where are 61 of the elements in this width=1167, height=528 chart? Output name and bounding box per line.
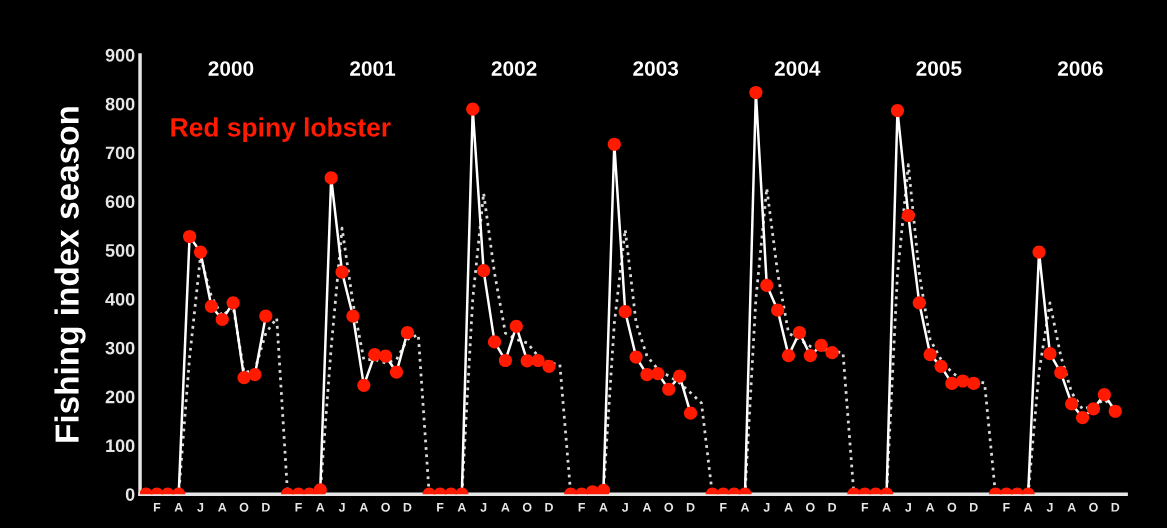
x-tick-label: D (545, 503, 553, 512)
annotation: 2000 (208, 61, 254, 76)
x-tick-label: A (1067, 503, 1076, 512)
x-tick-label: O (664, 502, 674, 512)
x-tick-label: F (720, 503, 727, 512)
x-tick-label: J (338, 503, 345, 512)
x-tick-label: F (153, 503, 161, 512)
annotation: 2006 (1057, 61, 1103, 76)
y-tick-label: 100 (106, 439, 135, 453)
x-tick-label: D (970, 503, 978, 512)
x-tick-label: D (262, 503, 270, 512)
annotation: 2003 (633, 61, 679, 76)
x-tick-label: F (295, 503, 302, 512)
x-tick-label: A (925, 503, 935, 512)
x-tick-label: O (381, 502, 390, 512)
x-tick-label: A (740, 503, 750, 512)
x-tick-label: J (905, 503, 911, 512)
y-tick-label: 400 (105, 292, 135, 306)
x-tick-label: J (197, 503, 204, 512)
x-tick-label: A (174, 503, 183, 512)
y-tick-label: 200 (105, 390, 135, 404)
x-tick-label: A (882, 503, 891, 512)
x-tick-label: D (686, 503, 695, 512)
x-tick-label: A (218, 503, 227, 512)
y-tick-label: 800 (105, 97, 135, 111)
x-tick-label: O (522, 502, 532, 512)
x-tick-label: J (480, 503, 487, 512)
y-tick-label: 900 (105, 48, 135, 62)
y-tick-label: 600 (105, 195, 135, 209)
text: Red spiny lobster (171, 117, 391, 142)
x-tick-label: F (578, 503, 585, 512)
x-tick-label: A (359, 503, 369, 512)
x-tick-label: A (1023, 503, 1033, 512)
annotation: 2005 (916, 61, 962, 76)
x-tick-label: A (457, 503, 467, 512)
y-tick-label: 0 (125, 488, 135, 501)
x-tick-label: D (828, 503, 837, 512)
x-tick-label: J (621, 503, 628, 512)
x-tick-label: A (784, 503, 793, 512)
x-tick-label: O (947, 502, 957, 512)
x-tick-label: D (1111, 503, 1120, 512)
x-tick-label: D (403, 503, 412, 512)
x-tick-label: O (805, 502, 815, 512)
annotation: 2002 (491, 61, 537, 76)
x-tick-label: J (763, 503, 770, 512)
y-tick-label: 500 (105, 244, 135, 257)
annotation: 2001 (350, 61, 396, 76)
x-tick-label: J (1046, 503, 1053, 512)
y-axis-title: Fishing index season (54, 107, 86, 442)
annotation: 2004 (774, 61, 821, 76)
x-tick-label: A (501, 503, 510, 512)
x-tick-label: O (1089, 502, 1098, 512)
x-tick-label: O (239, 502, 249, 512)
x-tick-label: F (1003, 503, 1010, 512)
y-tick-label: 700 (105, 146, 135, 160)
y-tick-label: 300 (105, 341, 135, 355)
x-tick-label: A (316, 503, 325, 512)
x-tick-label: A (599, 503, 608, 512)
x-tick-label: A (642, 503, 652, 512)
x-tick-label: F (861, 503, 869, 512)
x-tick-label: F (437, 503, 444, 512)
